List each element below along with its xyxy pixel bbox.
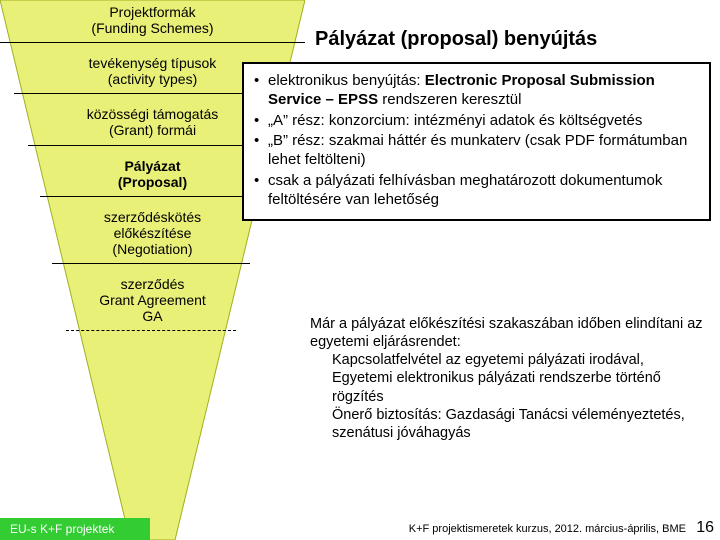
footer-right-text: K+F projektismeretek kurzus, 2012. márci… xyxy=(409,523,686,535)
hier-sep-0 xyxy=(0,42,305,43)
para2-sub-2: Egyetemi elektronikus pályázati rendszer… xyxy=(310,369,710,405)
hier-step-3-l2: (Proposal) xyxy=(118,174,187,190)
hier-step-4-l3: (Negotiation) xyxy=(112,241,192,257)
hier-step-0-l2: (Funding Schemes) xyxy=(91,20,213,36)
hier-sep-3 xyxy=(40,196,262,197)
hier-step-2-l1: közösségi támogatás xyxy=(87,106,219,122)
hier-step-5-l1: szerződés xyxy=(121,276,185,292)
hier-step-5-l2: Grant Agreement xyxy=(99,292,206,308)
para2-sub-3: Önerő biztosítás: Gazdasági Tanácsi véle… xyxy=(310,406,710,442)
hier-step-1-l2: (activity types) xyxy=(108,71,197,87)
bullet-box: elektronikus benyújtás: Electronic Propo… xyxy=(242,62,711,221)
section-title: Pályázat (proposal) benyújtás xyxy=(315,28,597,51)
page-number: 16 xyxy=(696,519,714,537)
hier-step-4-l2: előkészítése xyxy=(114,225,192,241)
hier-step-5: szerződés Grant Agreement GA xyxy=(78,270,228,324)
hier-step-1-l1: tevékenység típusok xyxy=(89,55,217,71)
hier-step-3-l1: Pályázat xyxy=(124,158,180,174)
bullet-2: „A” rész: konzorcium: intézményi adatok … xyxy=(254,112,699,131)
hier-step-0: Projektformák (Funding Schemes) xyxy=(8,0,298,36)
bullet-3: „B” rész: szakmai háttér és munkaterv (c… xyxy=(254,132,699,170)
hier-step-1: tevékenység típusok (activity types) xyxy=(28,49,278,87)
bullet-1: elektronikus benyújtás: Electronic Propo… xyxy=(254,72,699,110)
hier-sep-2 xyxy=(28,145,276,146)
hier-step-0-l1: Projektformák xyxy=(109,4,195,20)
bullet-1-a: elektronikus benyújtás: xyxy=(268,72,425,89)
para2-lead: Már a pályázat előkészítési szakaszában … xyxy=(310,315,710,351)
hier-step-2-l2: (Grant) formái xyxy=(109,122,196,138)
followup-paragraph: Már a pályázat előkészítési szakaszában … xyxy=(310,315,710,442)
bullet-1-b: rendszeren keresztül xyxy=(378,91,521,108)
hier-step-5-l3: GA xyxy=(142,308,162,324)
hier-step-4: szerződéskötés előkészítése (Negotiation… xyxy=(63,203,243,257)
slide: Projektformák (Funding Schemes) tevékeny… xyxy=(0,0,720,540)
hier-step-2: közösségi támogatás (Grant) formái xyxy=(43,100,263,138)
footer-left-badge: EU-s K+F projektek xyxy=(0,518,150,540)
bullet-4: csak a pályázati felhívásban meghatározo… xyxy=(254,172,699,210)
para2-sub-1: Kapcsolatfelvétel az egyetemi pályázati … xyxy=(310,351,710,369)
hier-step-4-l1: szerződéskötés xyxy=(104,209,201,225)
hier-sep-5 xyxy=(66,330,236,331)
bullet-list: elektronikus benyújtás: Electronic Propo… xyxy=(254,72,699,209)
hier-sep-4 xyxy=(52,263,250,264)
hier-step-3-current: Pályázat (Proposal) xyxy=(58,152,248,190)
